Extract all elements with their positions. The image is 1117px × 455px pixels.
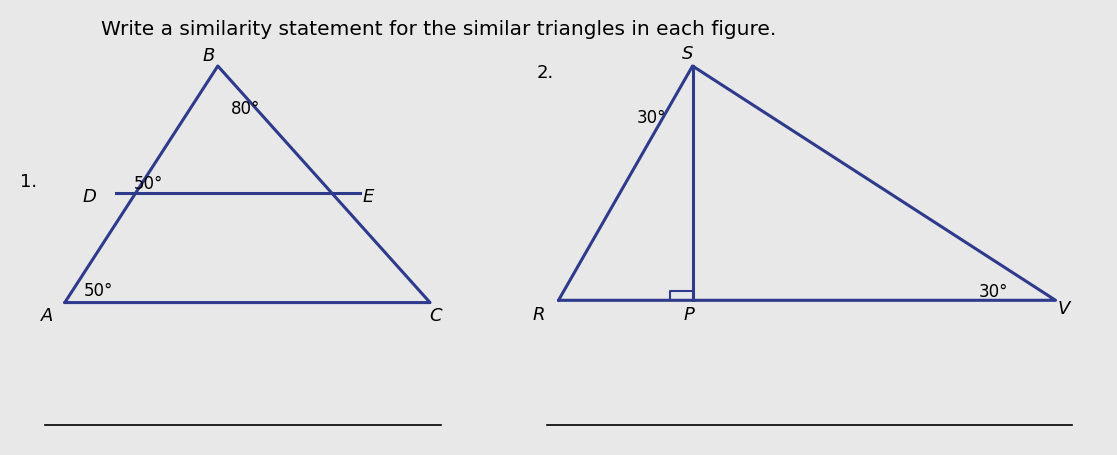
Text: C: C bbox=[429, 307, 442, 325]
Text: 30°: 30° bbox=[978, 283, 1008, 301]
Text: Write a similarity statement for the similar triangles in each figure.: Write a similarity statement for the sim… bbox=[101, 20, 776, 40]
Text: V: V bbox=[1057, 300, 1070, 318]
Text: 1.: 1. bbox=[20, 173, 37, 191]
Text: 80°: 80° bbox=[231, 100, 260, 118]
Text: S: S bbox=[682, 45, 694, 63]
Text: B: B bbox=[202, 46, 216, 65]
Text: E: E bbox=[363, 187, 374, 206]
Text: R: R bbox=[532, 306, 545, 324]
Text: P: P bbox=[684, 306, 695, 324]
Text: D: D bbox=[83, 187, 96, 206]
Text: A: A bbox=[40, 307, 54, 325]
Text: 50°: 50° bbox=[134, 175, 163, 193]
Text: 2.: 2. bbox=[536, 64, 553, 82]
Text: 50°: 50° bbox=[84, 282, 113, 300]
Text: 30°: 30° bbox=[637, 109, 666, 127]
